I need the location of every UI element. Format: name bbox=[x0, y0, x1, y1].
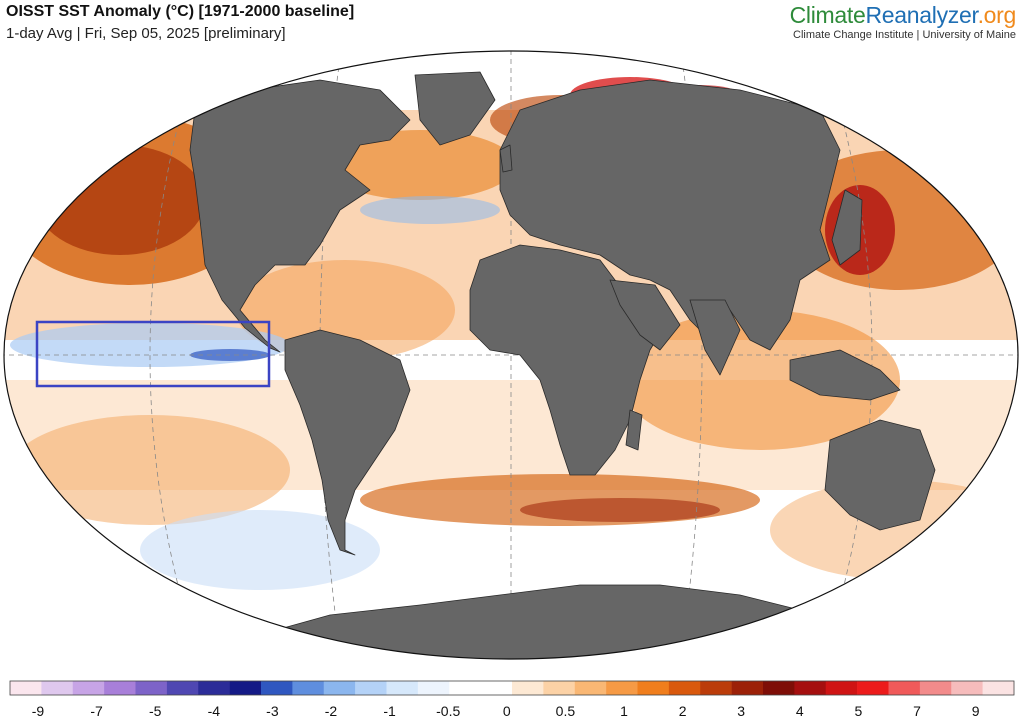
colorbar-swatch bbox=[135, 681, 168, 695]
colorbar-tick-label: 9 bbox=[972, 703, 980, 719]
colorbar-swatch bbox=[261, 681, 293, 695]
colorbar-swatch bbox=[668, 681, 701, 695]
colorbar-tick-label: 0 bbox=[503, 703, 511, 719]
colorbar-tick-label: -5 bbox=[149, 703, 162, 719]
colorbar-swatch bbox=[166, 681, 199, 695]
arabia bbox=[609, 279, 681, 351]
colorbar-tick-label: -2 bbox=[325, 703, 338, 719]
colorbar-swatch bbox=[763, 681, 795, 695]
colorbar-tick-label: 5 bbox=[855, 703, 863, 719]
colorbar-legend: -9 -7 -5 -4 -3 -2 -1 -0.5 0 0.5 1 2 3 4 5 7 9 bbox=[9, 680, 1015, 719]
colorbar-swatch bbox=[480, 681, 513, 695]
colorbar-tick-labels: -9 -7 -5 -4 -3 -2 -1 -0.5 0 0.5 1 2 3 4 5 7 9 bbox=[32, 703, 980, 719]
colorbar-swatch bbox=[637, 681, 670, 695]
colorbar-swatch bbox=[72, 681, 105, 695]
colorbar-tick-label: -9 bbox=[32, 703, 45, 719]
colorbar-tick-label: 2 bbox=[679, 703, 687, 719]
africa bbox=[469, 244, 666, 476]
colorbar-outline bbox=[9, 680, 1015, 696]
south-america bbox=[284, 329, 411, 556]
greenland bbox=[414, 71, 496, 146]
britain bbox=[499, 144, 513, 173]
brand-logo-part1: Climate bbox=[789, 2, 866, 28]
brand-tagline: Climate Change Institute | University of… bbox=[793, 29, 1016, 41]
north-america bbox=[189, 79, 411, 353]
colorbar-swatch bbox=[417, 681, 450, 695]
colorbar-swatch bbox=[449, 681, 481, 695]
colorbar-swatch bbox=[292, 681, 325, 695]
colorbar-tick-label: 7 bbox=[913, 703, 921, 719]
world-sst-map bbox=[3, 50, 1019, 660]
colorbar-swatch bbox=[41, 681, 74, 695]
india bbox=[689, 299, 741, 376]
colorbar-tick-label: -3 bbox=[266, 703, 279, 719]
colorbar-swatch bbox=[229, 681, 262, 695]
colorbar-swatch bbox=[731, 681, 764, 695]
colorbar-swatch bbox=[543, 681, 576, 695]
globe-outline bbox=[3, 50, 1019, 660]
brand-block: ClimateReanalyzer.org Climate Change Ins… bbox=[789, 2, 1017, 41]
chart-subtitle: 1-day Avg | Fri, Sep 05, 2025 [prelimina… bbox=[6, 25, 286, 42]
southeast-asia-islands bbox=[789, 349, 901, 401]
colorbar-swatch bbox=[857, 681, 889, 695]
eurasia bbox=[499, 79, 841, 351]
colorbar-swatch bbox=[10, 681, 42, 695]
brand-logo-part2: Reanalyzer bbox=[865, 2, 978, 28]
colorbar-swatch bbox=[323, 681, 356, 695]
brand-logo[interactable]: ClimateReanalyzer.org bbox=[789, 2, 1017, 28]
chart-title: OISST SST Anomaly (°C) [1971-2000 baseli… bbox=[6, 3, 355, 20]
colorbar-swatch bbox=[825, 681, 858, 695]
colorbar-swatch bbox=[386, 681, 419, 695]
colorbar-tick-label: -0.5 bbox=[436, 703, 460, 719]
colorbar-swatch bbox=[574, 681, 607, 695]
colorbar-tick-label: 1 bbox=[620, 703, 628, 719]
australia bbox=[824, 419, 936, 531]
colorbar-swatch bbox=[919, 681, 952, 695]
colorbar-tick-label: -1 bbox=[383, 703, 396, 719]
japan bbox=[831, 189, 863, 266]
colorbar-swatch bbox=[982, 681, 1015, 695]
colorbar-swatch bbox=[794, 681, 827, 695]
colorbar-swatch bbox=[198, 681, 230, 695]
new-zealand bbox=[954, 519, 976, 556]
colorbar-swatch bbox=[951, 681, 983, 695]
colorbar-tick-label: -4 bbox=[208, 703, 221, 719]
colorbar-swatch bbox=[888, 681, 921, 695]
colorbar-swatches bbox=[9, 680, 1015, 696]
colorbar-tick-label: 4 bbox=[796, 703, 804, 719]
colorbar-tick-label: -7 bbox=[90, 703, 103, 719]
colorbar-tick-label: 3 bbox=[737, 703, 745, 719]
nino-region-box bbox=[35, 320, 271, 388]
colorbar-swatch bbox=[104, 681, 136, 695]
colorbar-swatch bbox=[700, 681, 732, 695]
madagascar bbox=[625, 409, 643, 451]
colorbar-swatch bbox=[355, 681, 387, 695]
colorbar-swatch bbox=[606, 681, 638, 695]
colorbar-tick-label: 0.5 bbox=[556, 703, 576, 719]
brand-logo-part3: .org bbox=[977, 2, 1017, 28]
colorbar-swatch bbox=[512, 681, 544, 695]
